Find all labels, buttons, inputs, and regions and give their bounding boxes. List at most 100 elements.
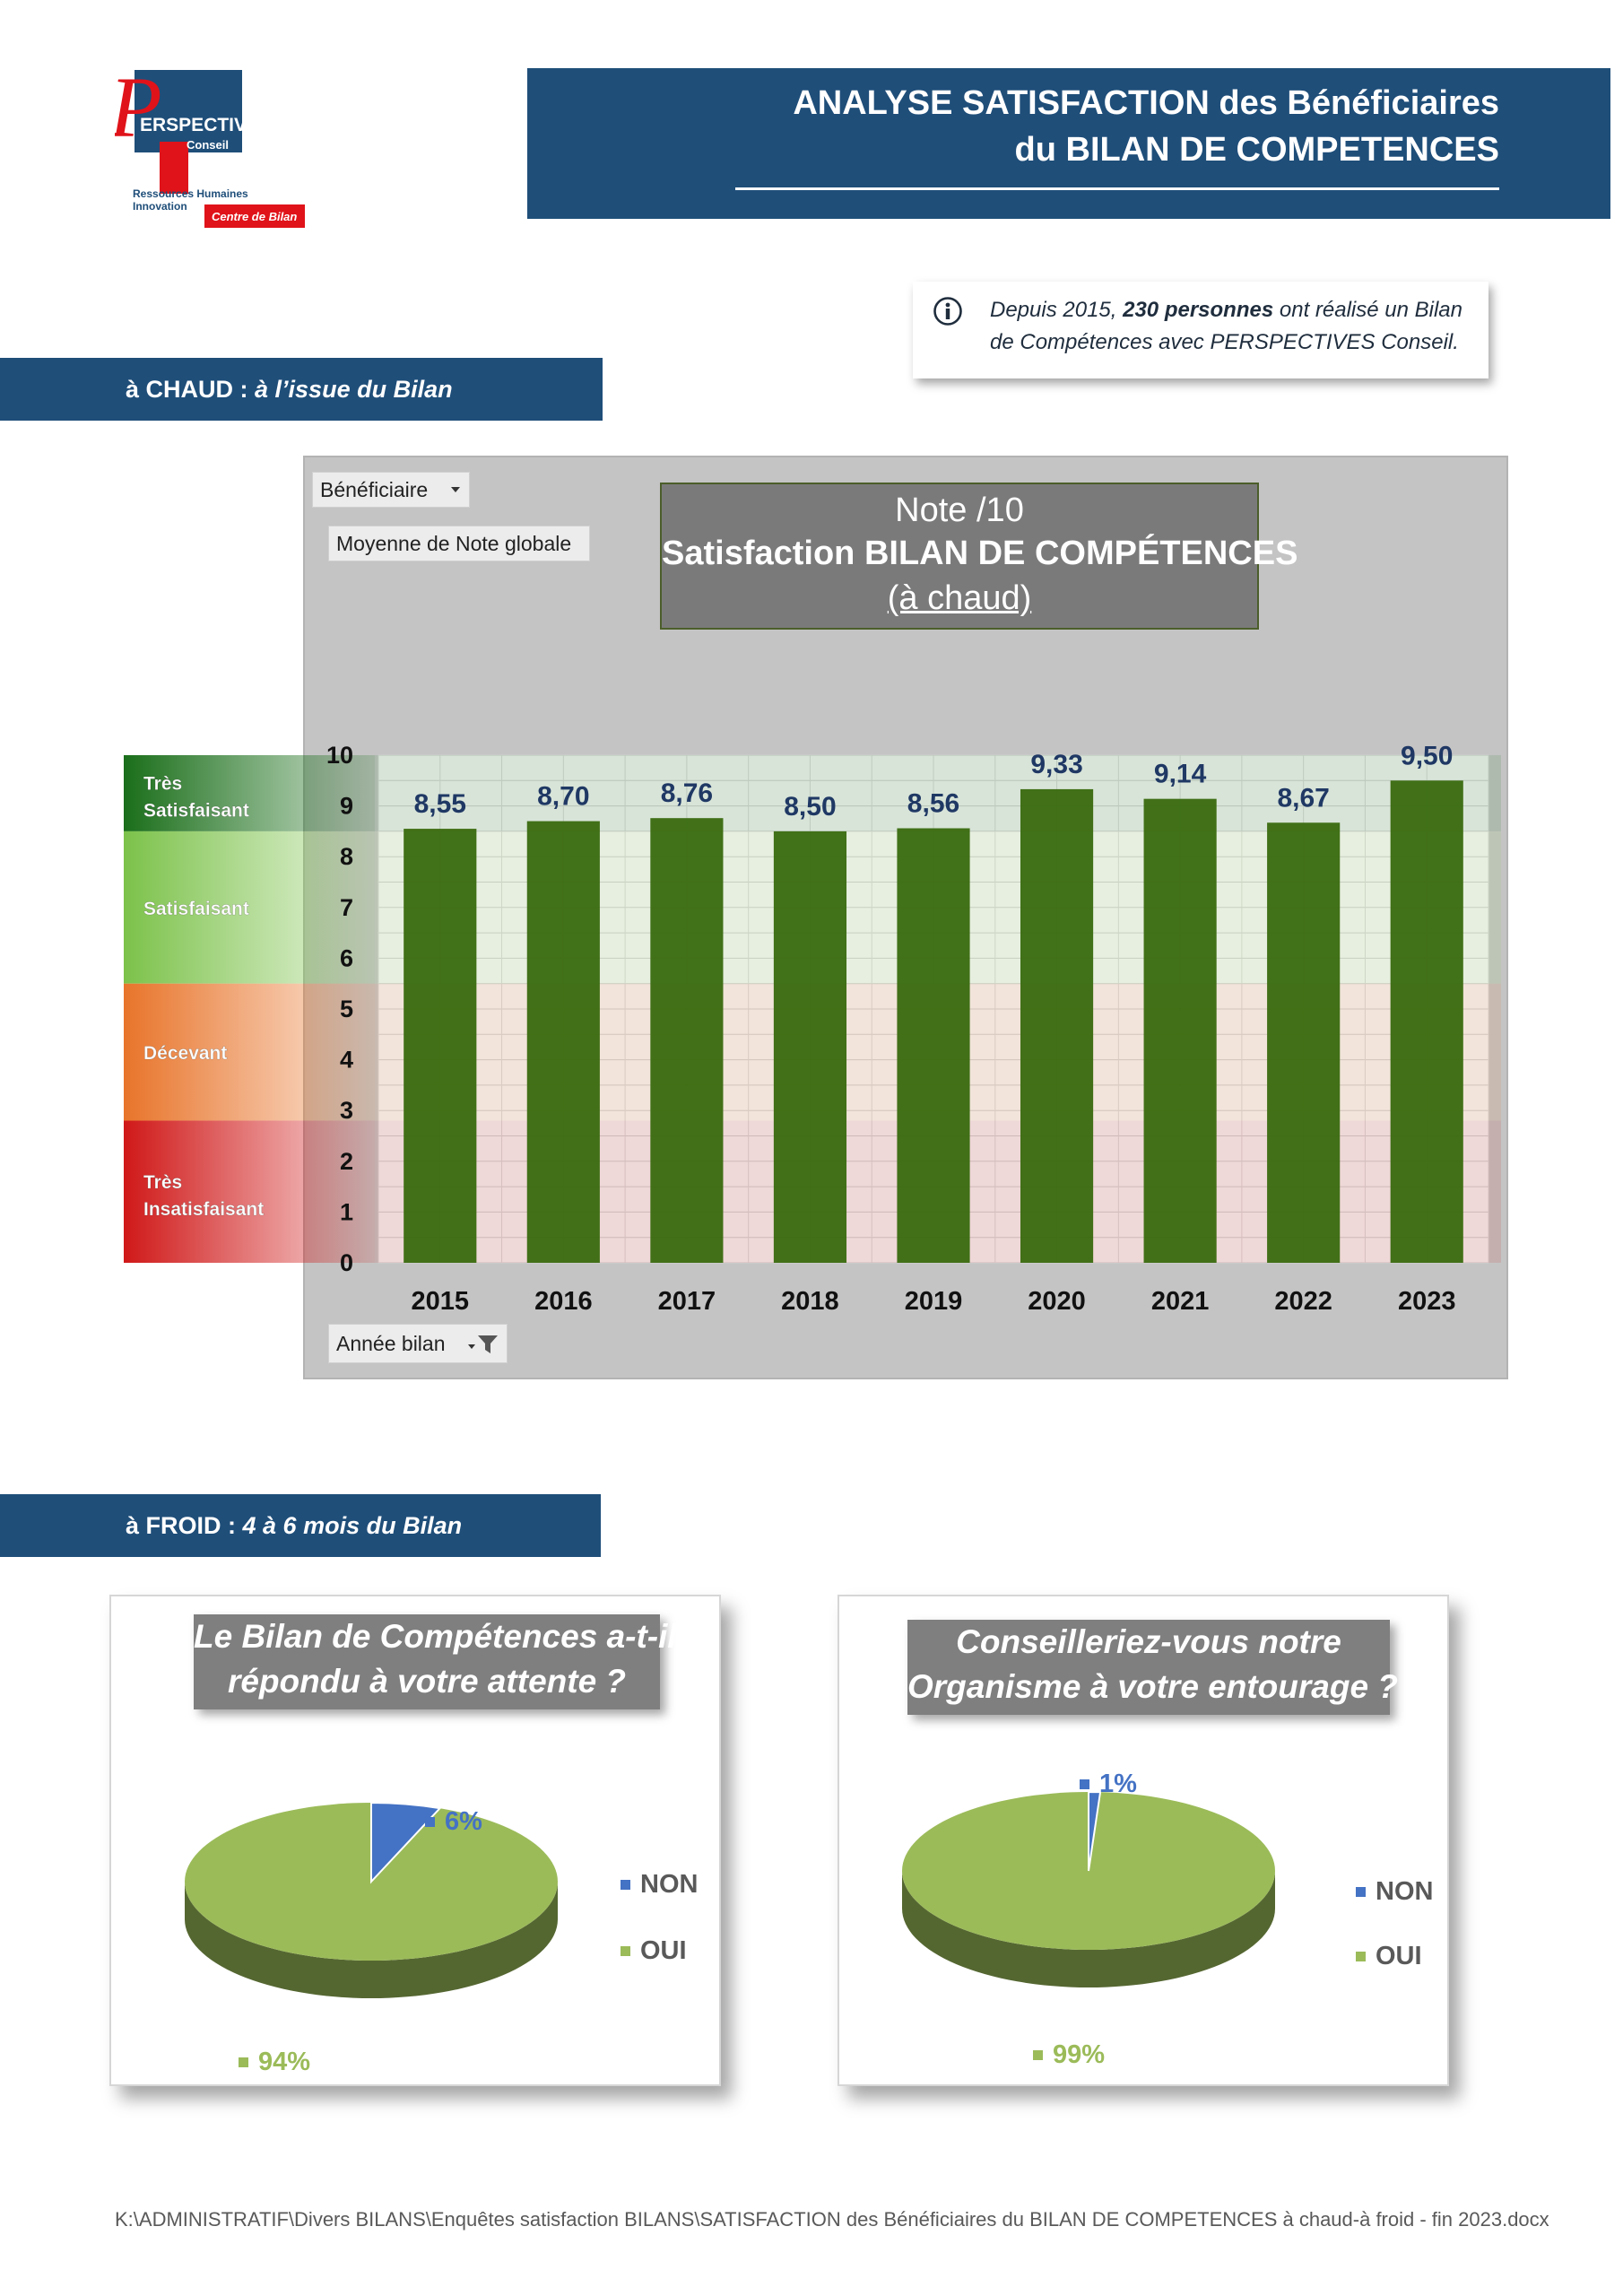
pie-chart-recommandation: 1% 99% NON OUI: [902, 1770, 1433, 2069]
filter-beneficiaire-label: Bénéficiaire: [320, 478, 429, 501]
y-tick-label: 5: [340, 996, 353, 1022]
pie-slice-NON: [370, 1801, 442, 1884]
y-tick-label: 9: [340, 793, 353, 820]
chart-title-line-3: (à chaud): [887, 579, 1032, 617]
legend-label-OUI: OUI: [640, 1936, 687, 1965]
legend-marker-OUI: [621, 1946, 630, 1956]
info-text-line-1: Depuis 2015, 230 personnes ont réalisé u…: [990, 298, 1462, 322]
pie-2-question-line-2: Organisme à votre entourage ?: [907, 1668, 1398, 1705]
bar-2016: [526, 821, 600, 1263]
pie-label-non-marker: [1080, 1779, 1089, 1789]
satisfaction-bar-chart: Très Satisfaisant Satisfaisant Décevant Très…: [124, 741, 1501, 1316]
y-tick-label: 7: [340, 894, 353, 921]
chart-title-line-1: Note /10: [895, 491, 1024, 529]
info-circle-icon: [933, 297, 962, 326]
section-cold-italic: 4 à 6 mois du Bilan: [242, 1512, 463, 1539]
footer-file-path: K:\ADMINISTRATIF\Divers BILANS\Enquêtes …: [115, 2208, 1549, 2231]
dropdown-arrow-icon: [451, 487, 460, 492]
bar-value-label: 8,55: [414, 789, 466, 819]
y-tick-label: 3: [340, 1097, 353, 1124]
pie-label-oui: 99%: [1053, 2040, 1105, 2069]
section-hot-band: à CHAUD : à l’issue du Bilan: [0, 358, 603, 421]
bar-2020: [1020, 788, 1094, 1263]
pie-label-oui-marker: [1033, 2050, 1043, 2060]
rating-band-strip: [124, 831, 375, 984]
y-tick-label: 0: [340, 1249, 353, 1276]
section-hot-italic: à l’issue du Bilan: [255, 376, 453, 403]
info-text-line-2: de Compétences avec PERSPECTIVES Conseil…: [990, 330, 1459, 354]
rating-band-strip: [124, 983, 375, 1121]
info-highlight: 230 personnes: [1123, 298, 1274, 322]
bar-value-label: 8,56: [907, 789, 959, 819]
x-tick-label: 2020: [1028, 1287, 1086, 1316]
rating-band-label: Insatisfaisant: [143, 1199, 264, 1220]
y-tick-label: 4: [340, 1047, 353, 1074]
rating-band-label: Très: [143, 773, 182, 794]
pie-label-non: 6%: [445, 1807, 482, 1836]
pie-1-question-box: Le Bilan de Compétences a-t-il répondu à…: [194, 1614, 677, 1709]
pie-chart-attente: 6% 94% NON OUI: [185, 1801, 698, 2076]
x-tick-label: 2023: [1398, 1287, 1456, 1316]
logo-badge: Centre de Bilan: [212, 210, 297, 223]
bar-value-label: 8,67: [1277, 783, 1329, 813]
pie-side-OUI: [902, 1871, 1275, 1987]
bar-value-label: 9,50: [1401, 741, 1453, 770]
pie-card-attente: Le Bilan de Compétences a-t-il répondu à…: [109, 1595, 721, 2086]
perspectives-logo: P ERSPECTIVES Conseil Ressources Humaine…: [108, 56, 321, 235]
bar-value-label: 9,14: [1154, 760, 1207, 789]
bar-2017: [650, 818, 724, 1263]
pie-1-question-line-1: Le Bilan de Compétences a-t-il: [194, 1618, 677, 1655]
logo-sub: Conseil: [187, 138, 229, 152]
legend-label-NON: NON: [640, 1870, 698, 1899]
legend-marker-OUI: [1356, 1952, 1366, 1961]
pie-card-recommandation: Conseilleriez-vous notre Organisme à vot…: [838, 1595, 1449, 2086]
page-title-line-2: du BILAN DE COMPETENCES: [1014, 131, 1499, 169]
x-tick-label: 2015: [412, 1287, 470, 1316]
rating-band-strip: [124, 755, 375, 831]
pie-1-question-line-2: répondu à votre attente ?: [227, 1663, 627, 1700]
bar-value-label: 9,33: [1030, 750, 1082, 779]
logo-tagline-1: Ressources Humaines: [133, 187, 248, 200]
axis-field-annee-bilan-button[interactable]: Année bilan: [328, 1324, 508, 1363]
logo-tagline-2: Innovation: [133, 200, 187, 213]
axis-field-label: Année bilan: [336, 1332, 446, 1355]
y-tick-label: 1: [340, 1198, 353, 1225]
rating-band-strip: [124, 1120, 375, 1263]
legend-marker-NON: [1356, 1887, 1366, 1897]
rating-band-wash: [375, 755, 1501, 831]
logo-name: ERSPECTIVES: [140, 115, 272, 135]
x-tick-label: 2022: [1274, 1287, 1332, 1316]
logo-initial: P: [115, 59, 162, 155]
y-tick-label: 8: [340, 843, 353, 870]
x-tick-label: 2016: [534, 1287, 593, 1316]
rating-band-label: Décevant: [143, 1043, 227, 1064]
pie-label-oui: 94%: [258, 2048, 310, 2076]
measure-field-button[interactable]: Moyenne de Note globale: [328, 526, 590, 561]
chart-title-line-2: Satisfaction BILAN DE COMPÉTENCES: [662, 535, 1298, 572]
chart-title-box: Note /10 Satisfaction BILAN DE COMPÉTENC…: [660, 483, 1298, 630]
header-band: ANALYSE SATISFACTION des Bénéficiaires d…: [527, 68, 1610, 219]
filter-beneficiaire-button[interactable]: Bénéficiaire: [312, 472, 470, 508]
section-cold-band: à FROID : 4 à 6 mois du Bilan: [0, 1494, 601, 1557]
legend-label-OUI: OUI: [1376, 1942, 1422, 1970]
x-tick-label: 2017: [658, 1287, 716, 1316]
bar-value-label: 8,76: [661, 778, 713, 808]
y-tick-label: 10: [326, 742, 353, 769]
page-title-line-1: ANALYSE SATISFACTION des Bénéficiaires: [793, 84, 1499, 122]
pie-2-question-box: Conseilleriez-vous notre Organisme à vot…: [907, 1620, 1398, 1715]
bar-2018: [773, 831, 847, 1263]
section-hot-label: à CHAUD :: [126, 376, 256, 403]
pie-label-oui-marker: [239, 2057, 248, 2067]
y-tick-label: 2: [340, 1148, 353, 1175]
x-tick-label: 2019: [905, 1287, 963, 1316]
header-rule: [735, 187, 1499, 190]
x-tick-label: 2021: [1151, 1287, 1210, 1316]
bar-value-label: 8,50: [784, 792, 836, 822]
bar-value-label: 8,70: [537, 782, 589, 812]
section-cold-label: à FROID :: [126, 1512, 243, 1539]
y-tick-label: 6: [340, 944, 353, 971]
info-callout: Depuis 2015, 230 personnes ont réalisé u…: [913, 282, 1488, 378]
x-tick-label: 2018: [781, 1287, 839, 1316]
pie-label-non-marker: [425, 1817, 435, 1827]
rating-band-label: Satisfaisant: [143, 800, 249, 821]
